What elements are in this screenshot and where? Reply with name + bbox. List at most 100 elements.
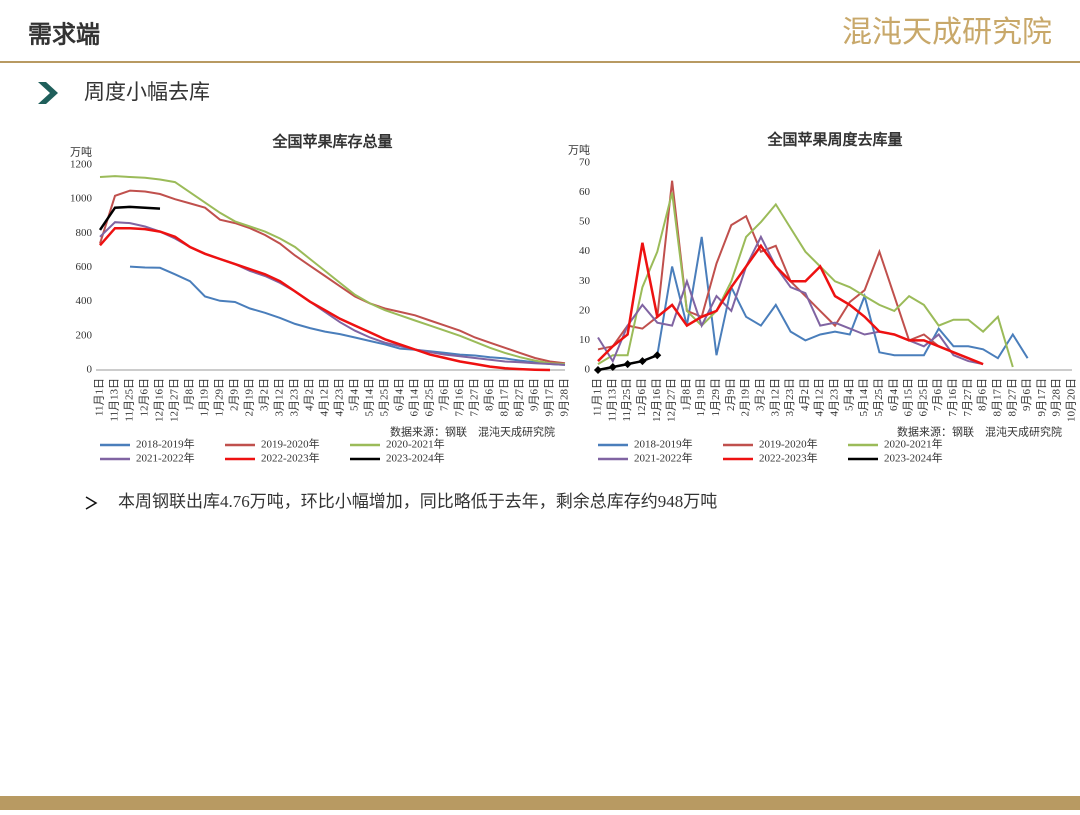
y-tick-label: 70 [579,157,591,169]
series-line [99,175,566,365]
series-line [99,226,551,372]
series-line [597,242,984,366]
x-tick-label: 10月20日 [1066,378,1078,422]
x-tick-label: 7月27日 [469,378,481,417]
x-tick-label: 5月14日 [364,378,376,417]
series-marker [638,357,647,366]
x-tick-label: 3月23日 [784,378,796,417]
x-tick-label: 9月6日 [529,378,541,411]
x-tick-label: 9月28日 [1051,378,1063,417]
y-tick-label: 20 [579,304,591,316]
y-tick-label: 0 [585,364,591,376]
x-tick-label: 12月16日 [154,378,166,422]
legend-label: 2018-2019年 [634,437,693,451]
y-tick-label: 800 [76,227,93,239]
x-tick-label: 11月25日 [124,378,136,422]
section-title: 周度小幅去库 [84,80,210,104]
series-marker [608,363,617,372]
header-title: 需求端 [28,22,100,49]
x-tick-label: 3月2日 [754,378,766,411]
series-marker [594,366,602,374]
x-tick-label: 4月23日 [334,378,346,417]
legend-label: 2022-2023年 [759,451,818,465]
x-tick-label: 7月16日 [454,378,466,417]
y-tick-label: 200 [76,329,93,341]
x-tick-label: 7月6日 [439,378,451,411]
x-tick-label: 12月16日 [651,378,663,422]
y-tick-label: 400 [76,295,93,307]
legend-label: 2021-2022年 [136,451,195,465]
y-tick-label: 60 [579,186,591,198]
x-tick-label: 3月12日 [274,378,286,417]
legend-label: 2023-2024年 [884,451,943,465]
x-tick-label: 3月12日 [769,378,781,417]
x-tick-label: 1月19日 [695,378,707,417]
x-tick-label: 4月12日 [319,378,331,417]
x-tick-label: 6月4日 [888,378,900,411]
x-tick-label: 4月2日 [304,378,316,411]
legend-label: 2021-2022年 [634,451,693,465]
x-tick-label: 8月17日 [991,378,1003,417]
series-line [129,265,566,366]
x-tick-label: 12月27日 [666,378,678,422]
legend-label: 2019-2020年 [261,437,320,451]
section-icon [38,82,58,104]
series-line [99,189,566,365]
x-tick-label: 9月28日 [559,378,571,417]
x-tick-label: 12月27日 [169,378,181,422]
x-tick-label: 2月9日 [725,378,737,411]
x-tick-label: 1月19日 [199,378,211,417]
x-tick-label: 8月27日 [514,378,526,417]
footer-bar [0,796,1080,810]
x-tick-label: 11月13日 [606,378,618,422]
x-tick-label: 8月6日 [484,378,496,411]
x-tick-label: 12月6日 [139,378,151,417]
x-tick-label: 7月16日 [947,378,959,417]
x-tick-label: 12月6日 [636,378,648,417]
x-tick-label: 11月13日 [109,378,121,422]
x-tick-label: 9月17日 [544,378,556,417]
x-tick-label: 8月6日 [977,378,989,411]
series-line [597,234,984,366]
y-tick-label: 600 [76,261,93,273]
legend-label: 2022-2023年 [261,451,320,465]
x-tick-label: 11月25日 [621,378,633,422]
series-marker [653,351,662,360]
x-tick-label: 6月25日 [917,378,929,417]
series-line [98,205,161,231]
x-tick-label: 3月2日 [259,378,271,411]
chart-title: 全国苹果库存总量 [271,132,392,150]
x-tick-label: 11月1日 [592,378,604,416]
x-tick-label: 8月17日 [499,378,511,417]
y-unit: 万吨 [70,146,92,159]
x-tick-label: 5月25日 [379,378,391,417]
legend-label: 2023-2024年 [386,451,445,465]
legend-label: 2020-2021年 [386,437,445,451]
x-tick-label: 6月4日 [394,378,406,411]
y-tick-label: 10 [579,334,591,346]
x-tick-label: 2月19日 [244,378,256,417]
legend-label: 2018-2019年 [136,437,195,451]
chart-title: 全国苹果周度去库量 [766,130,902,148]
x-tick-label: 5月14日 [858,378,870,417]
x-tick-label: 11月1日 [94,378,106,416]
series-line [597,192,1014,368]
y-unit: 万吨 [568,144,590,157]
y-tick-label: 0 [87,364,93,376]
series-marker [623,360,632,369]
x-tick-label: 5月4日 [349,378,361,411]
y-tick-label: 30 [579,275,591,287]
y-tick-label: 40 [579,245,591,257]
x-tick-label: 3月23日 [289,378,301,417]
x-tick-label: 5月25日 [873,378,885,417]
x-tick-label: 6月14日 [409,378,421,417]
x-tick-label: 6月15日 [903,378,915,417]
y-tick-label: 1000 [70,193,93,205]
x-tick-label: 2月19日 [740,378,752,417]
x-tick-label: 2月9日 [229,378,241,411]
x-tick-label: 7月6日 [932,378,944,411]
x-tick-label: 9月6日 [1021,378,1033,411]
y-tick-label: 50 [579,216,591,228]
